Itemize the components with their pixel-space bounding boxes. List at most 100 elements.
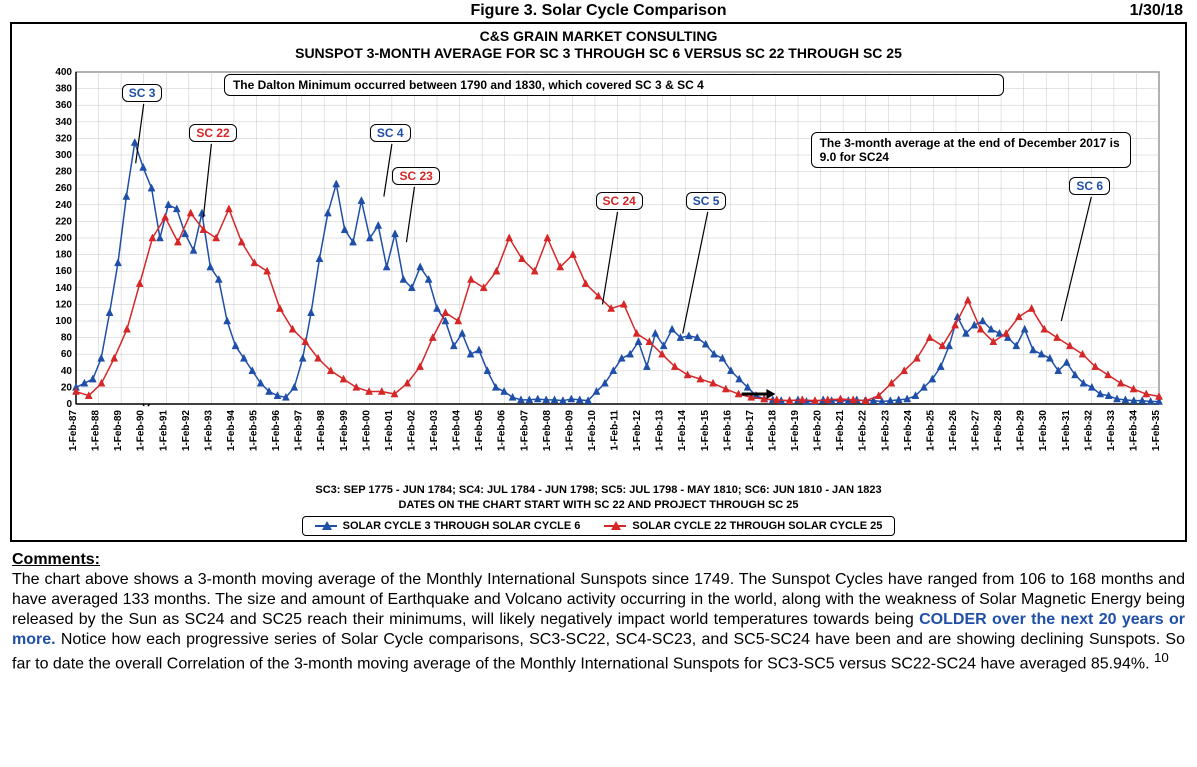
svg-text:1-Feb-30: 1-Feb-30 xyxy=(1038,409,1049,451)
legend-swatch-blue xyxy=(315,521,337,531)
figure-header: Figure 3. Solar Cycle Comparison 1/30/18 xyxy=(0,0,1197,22)
svg-text:1-Feb-23: 1-Feb-23 xyxy=(880,409,891,451)
svg-text:1-Feb-28: 1-Feb-28 xyxy=(993,409,1004,451)
figure-date: 1/30/18 xyxy=(1083,2,1183,20)
svg-text:20: 20 xyxy=(61,382,73,393)
comments-block: Comments: The chart above shows a 3-mont… xyxy=(0,542,1197,682)
svg-text:1-Feb-92: 1-Feb-92 xyxy=(181,409,192,451)
svg-text:1-Feb-05: 1-Feb-05 xyxy=(474,409,485,451)
sc-label: SC 5 xyxy=(686,192,727,210)
legend-item-blue: SOLAR CYCLE 3 THROUGH SOLAR CYCLE 6 xyxy=(315,520,581,532)
svg-text:1-Feb-00: 1-Feb-00 xyxy=(361,409,372,451)
svg-text:360: 360 xyxy=(55,100,72,111)
chart-company: C&S GRAIN MARKET CONSULTING xyxy=(16,28,1181,45)
legend-swatch-red xyxy=(604,521,626,531)
chart-title: SUNSPOT 3-MONTH AVERAGE FOR SC 3 THROUGH… xyxy=(16,45,1181,62)
svg-text:1-Feb-20: 1-Feb-20 xyxy=(813,409,824,451)
svg-text:260: 260 xyxy=(55,183,72,194)
svg-text:140: 140 xyxy=(55,282,72,293)
svg-text:340: 340 xyxy=(55,116,72,127)
chart-frame: C&S GRAIN MARKET CONSULTING SUNSPOT 3-MO… xyxy=(10,22,1187,542)
svg-text:300: 300 xyxy=(55,150,72,161)
comments-text-after: Notice how each progressive series of So… xyxy=(12,631,1185,672)
svg-text:80: 80 xyxy=(61,332,73,343)
comments-footnote: 10 xyxy=(1154,650,1169,665)
svg-text:1-Feb-18: 1-Feb-18 xyxy=(767,409,778,451)
svg-text:1-Feb-12: 1-Feb-12 xyxy=(632,409,643,451)
svg-text:0: 0 xyxy=(66,399,72,410)
svg-text:1-Feb-95: 1-Feb-95 xyxy=(249,409,260,451)
spacer xyxy=(14,2,114,20)
svg-text:1-Feb-96: 1-Feb-96 xyxy=(271,409,282,451)
svg-text:240: 240 xyxy=(55,199,72,210)
svg-text:400: 400 xyxy=(55,67,72,78)
figure-title: Figure 3. Solar Cycle Comparison xyxy=(114,2,1083,20)
svg-text:1-Feb-15: 1-Feb-15 xyxy=(700,409,711,451)
svg-text:1-Feb-19: 1-Feb-19 xyxy=(790,409,801,451)
svg-text:1-Feb-99: 1-Feb-99 xyxy=(339,409,350,451)
svg-text:1-Feb-22: 1-Feb-22 xyxy=(858,409,869,451)
svg-text:1-Feb-33: 1-Feb-33 xyxy=(1106,409,1117,451)
svg-text:1-Feb-02: 1-Feb-02 xyxy=(406,409,417,451)
svg-text:1-Feb-04: 1-Feb-04 xyxy=(452,409,463,451)
svg-text:60: 60 xyxy=(61,349,73,360)
svg-text:1-Feb-14: 1-Feb-14 xyxy=(677,409,688,451)
svg-text:1-Feb-29: 1-Feb-29 xyxy=(1016,409,1027,451)
svg-text:1-Feb-24: 1-Feb-24 xyxy=(903,409,914,451)
chart-svg: 0204060801001201401601802002202402602803… xyxy=(16,62,1171,482)
svg-text:1-Feb-26: 1-Feb-26 xyxy=(948,409,959,451)
svg-text:1-Feb-11: 1-Feb-11 xyxy=(610,409,621,450)
svg-text:1-Feb-17: 1-Feb-17 xyxy=(745,409,756,451)
svg-text:1-Feb-25: 1-Feb-25 xyxy=(925,409,936,451)
sc-label: SC 24 xyxy=(596,192,643,210)
svg-text:160: 160 xyxy=(55,266,72,277)
chart-canvas: 3-MONTH AVERAGE OF THE MONTHLY SUNSPOTS … xyxy=(16,62,1171,482)
svg-text:1-Feb-88: 1-Feb-88 xyxy=(91,409,102,451)
svg-text:1-Feb-01: 1-Feb-01 xyxy=(384,409,395,451)
svg-text:1-Feb-87: 1-Feb-87 xyxy=(68,409,79,451)
svg-text:1-Feb-31: 1-Feb-31 xyxy=(1061,409,1072,451)
svg-text:1-Feb-21: 1-Feb-21 xyxy=(835,409,846,451)
sc-label: SC 3 xyxy=(122,84,163,102)
svg-text:380: 380 xyxy=(55,83,72,94)
svg-text:1-Feb-91: 1-Feb-91 xyxy=(158,409,169,451)
sc-label: SC 22 xyxy=(189,124,236,142)
svg-text:200: 200 xyxy=(55,233,72,244)
x-caption-1: SC3: SEP 1775 - JUN 1784; SC4: JUL 1784 … xyxy=(16,484,1181,497)
svg-text:1-Feb-94: 1-Feb-94 xyxy=(226,409,237,451)
legend-item-red: SOLAR CYCLE 22 THROUGH SOLAR CYCLE 25 xyxy=(604,520,882,532)
svg-text:1-Feb-16: 1-Feb-16 xyxy=(722,409,733,451)
svg-text:1-Feb-06: 1-Feb-06 xyxy=(497,409,508,451)
comments-heading: Comments: xyxy=(12,551,100,568)
svg-text:1-Feb-98: 1-Feb-98 xyxy=(316,409,327,451)
sc-label: SC 23 xyxy=(392,167,439,185)
svg-text:1-Feb-97: 1-Feb-97 xyxy=(294,409,305,451)
svg-text:120: 120 xyxy=(55,299,72,310)
svg-text:1-Feb-34: 1-Feb-34 xyxy=(1128,409,1139,451)
legend: SOLAR CYCLE 3 THROUGH SOLAR CYCLE 6 SOLA… xyxy=(302,516,896,536)
legend-label-blue: SOLAR CYCLE 3 THROUGH SOLAR CYCLE 6 xyxy=(343,520,581,532)
svg-text:1-Feb-93: 1-Feb-93 xyxy=(203,409,214,451)
svg-text:280: 280 xyxy=(55,166,72,177)
svg-text:1-Feb-08: 1-Feb-08 xyxy=(542,409,553,451)
svg-text:220: 220 xyxy=(55,216,72,227)
svg-text:1-Feb-27: 1-Feb-27 xyxy=(971,409,982,451)
legend-label-red: SOLAR CYCLE 22 THROUGH SOLAR CYCLE 25 xyxy=(632,520,882,532)
svg-text:1-Feb-07: 1-Feb-07 xyxy=(519,409,530,451)
svg-text:1-Feb-35: 1-Feb-35 xyxy=(1151,409,1162,451)
x-caption-2: DATES ON THE CHART START WITH SC 22 AND … xyxy=(16,499,1181,512)
svg-text:180: 180 xyxy=(55,249,72,260)
svg-text:40: 40 xyxy=(61,365,73,376)
svg-text:320: 320 xyxy=(55,133,72,144)
svg-text:100: 100 xyxy=(55,316,72,327)
sc-label: SC 6 xyxy=(1069,177,1110,195)
svg-text:1-Feb-32: 1-Feb-32 xyxy=(1083,409,1094,451)
sc-label: SC 4 xyxy=(370,124,411,142)
svg-text:1-Feb-90: 1-Feb-90 xyxy=(136,409,147,451)
svg-text:1-Feb-10: 1-Feb-10 xyxy=(587,409,598,451)
callout: The 3-month average at the end of Decemb… xyxy=(811,132,1131,168)
svg-text:1-Feb-03: 1-Feb-03 xyxy=(429,409,440,451)
svg-text:1-Feb-09: 1-Feb-09 xyxy=(564,409,575,451)
svg-text:1-Feb-89: 1-Feb-89 xyxy=(113,409,124,451)
svg-text:1-Feb-13: 1-Feb-13 xyxy=(655,409,666,451)
